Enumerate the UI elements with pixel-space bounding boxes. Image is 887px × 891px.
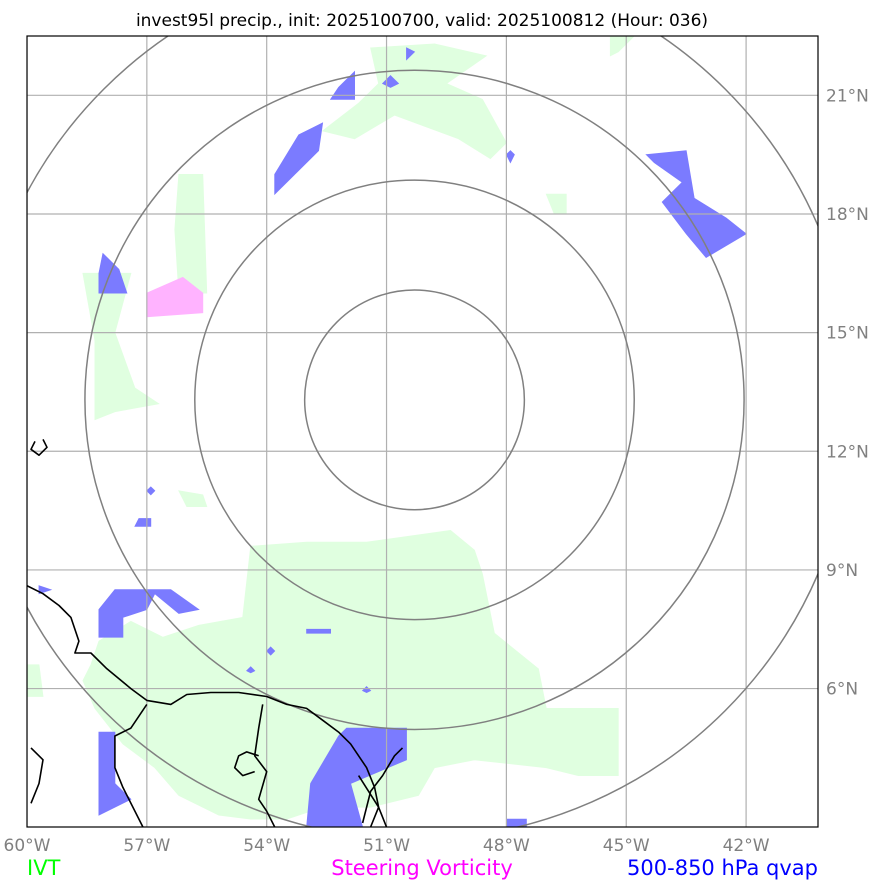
ivt-region — [321, 43, 507, 160]
lon-tick-label: 60°W — [4, 836, 51, 856]
qvap-region — [98, 731, 132, 816]
lat-tick-label: 6°N — [826, 680, 858, 700]
ivt-field — [27, 36, 818, 820]
qvap-region — [329, 70, 356, 100]
lon-tick-label: 54°W — [243, 836, 290, 856]
qvap-region — [266, 646, 276, 656]
coastline — [253, 704, 276, 827]
coastline — [30, 747, 44, 804]
ivt-region — [817, 759, 818, 808]
lat-tick-label: 18°N — [826, 205, 869, 225]
qvap-field — [38, 47, 747, 827]
lon-tick-label: 48°W — [483, 836, 530, 856]
legend-item: 500-850 hPa qvap — [627, 856, 818, 880]
qvap-region — [246, 666, 256, 674]
map-area — [27, 36, 818, 827]
qvap-region — [38, 585, 53, 595]
lat-tick-label: 21°N — [826, 86, 869, 106]
latitude-tick-labels: 6°N 9°N 12°N 15°N 18°N 21°N — [826, 86, 869, 699]
coastlines — [27, 439, 404, 827]
qvap-region — [306, 628, 332, 634]
lat-tick-label: 9°N — [826, 561, 858, 581]
lon-tick-label: 57°W — [123, 836, 170, 856]
ivt-region — [82, 529, 619, 820]
range-ring — [84, 69, 745, 731]
chart-title: invest95l precip., init: 2025100700, val… — [136, 11, 708, 31]
ivt-region — [178, 490, 208, 508]
coastline — [233, 751, 259, 777]
coastline — [361, 747, 404, 824]
qvap-region — [274, 122, 324, 196]
coastline — [357, 775, 380, 827]
lat-tick-label: 12°N — [826, 442, 869, 462]
coastline — [114, 703, 148, 827]
coastline — [30, 439, 48, 457]
lon-tick-label: 42°W — [723, 836, 770, 856]
longitude-tick-labels: 60°W 57°W 54°W 51°W 48°W 45°W 42°W — [4, 836, 770, 856]
range-ring — [303, 289, 526, 511]
qvap-region — [645, 150, 747, 259]
range-ring — [194, 179, 635, 621]
legend-item: Steering Vorticity — [331, 856, 513, 880]
qvap-region — [306, 727, 407, 827]
coastline — [27, 584, 388, 827]
lat-tick-label: 15°N — [826, 324, 869, 344]
legend-item: IVT — [27, 856, 61, 880]
qvap-region — [146, 486, 156, 496]
lon-tick-label: 51°W — [363, 836, 410, 856]
legend: IVT Steering Vorticity 500-850 hPa qvap — [27, 856, 818, 880]
qvap-region — [406, 47, 416, 61]
ivt-region — [609, 36, 635, 57]
ivt-region — [174, 173, 208, 294]
qvap-region — [361, 686, 372, 693]
lon-tick-label: 45°W — [603, 836, 650, 856]
qvap-region — [505, 150, 515, 164]
range-rings — [27, 36, 818, 827]
map-frame — [26, 35, 819, 828]
